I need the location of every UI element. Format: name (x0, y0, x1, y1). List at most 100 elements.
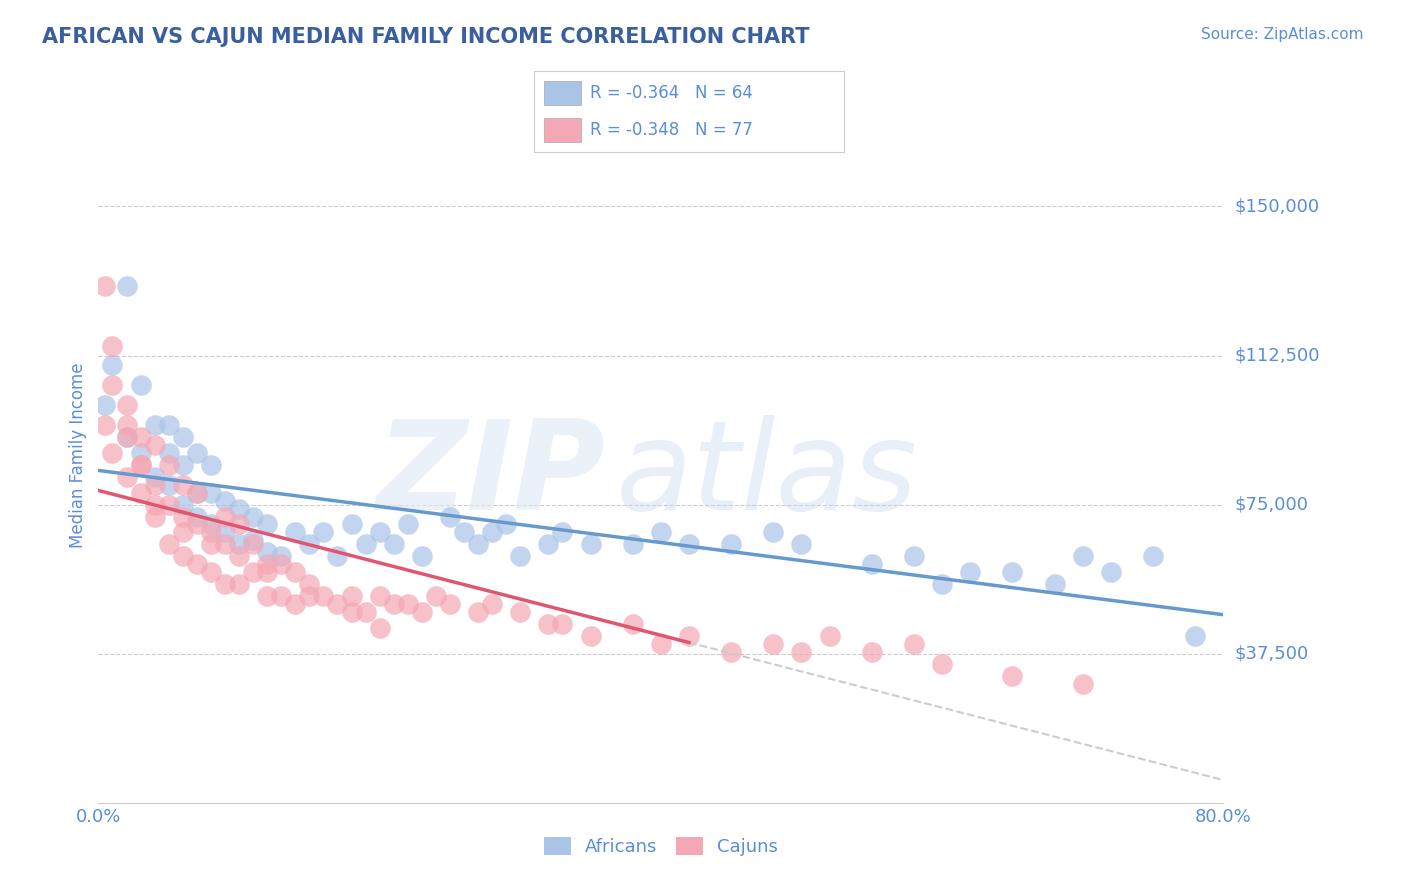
Text: Source: ZipAtlas.com: Source: ZipAtlas.com (1201, 27, 1364, 42)
Point (326, 549, 349, 564)
Point (228, 549, 250, 564)
Point (1001, 668, 1024, 682)
Point (143, 418, 166, 433)
Point (481, 525, 503, 540)
Legend: Africans, Cajuns: Africans, Cajuns (537, 830, 785, 863)
Point (579, 629, 602, 643)
Point (1071, 549, 1094, 564)
Point (650, 637, 672, 651)
Point (1099, 565, 1122, 579)
Point (256, 558, 278, 572)
Text: $37,500: $37,500 (1234, 645, 1309, 663)
Point (860, 645, 883, 659)
Point (453, 525, 475, 540)
Point (1043, 577, 1066, 591)
Point (129, 458, 152, 472)
Point (94, 418, 117, 433)
Text: R = -0.348   N = 77: R = -0.348 N = 77 (591, 121, 752, 139)
Point (200, 565, 222, 579)
Point (284, 565, 307, 579)
Point (1142, 549, 1164, 564)
Point (228, 501, 250, 516)
Point (396, 517, 419, 532)
Point (326, 597, 349, 611)
Point (129, 378, 152, 392)
Point (368, 525, 391, 540)
Point (143, 477, 166, 491)
Point (860, 558, 883, 572)
Point (157, 498, 180, 512)
Point (214, 525, 236, 540)
Point (495, 517, 517, 532)
Point (186, 517, 208, 532)
Point (298, 589, 321, 603)
Text: ZIP: ZIP (375, 416, 605, 536)
Point (537, 537, 560, 551)
Point (186, 485, 208, 500)
Point (157, 418, 180, 433)
Point (340, 589, 363, 603)
Point (1001, 565, 1024, 579)
Point (931, 657, 953, 671)
Bar (544, 118, 581, 142)
Y-axis label: Median Family Income: Median Family Income (69, 362, 87, 548)
Point (228, 517, 250, 532)
Point (720, 537, 742, 551)
Point (200, 525, 222, 540)
Point (368, 589, 391, 603)
Point (186, 509, 208, 524)
Text: $150,000: $150,000 (1234, 197, 1319, 216)
Point (396, 597, 419, 611)
Point (650, 525, 672, 540)
Point (354, 605, 377, 619)
Point (509, 549, 531, 564)
Point (270, 558, 292, 572)
Point (467, 605, 489, 619)
Point (284, 525, 307, 540)
Point (354, 537, 377, 551)
Point (931, 577, 953, 591)
Point (790, 645, 813, 659)
Point (537, 616, 560, 631)
Point (228, 537, 250, 551)
Point (818, 629, 841, 643)
Point (368, 621, 391, 635)
Point (256, 545, 278, 559)
Point (621, 537, 644, 551)
Point (312, 525, 335, 540)
Point (214, 577, 236, 591)
Point (242, 533, 264, 548)
Point (256, 565, 278, 579)
Point (143, 470, 166, 484)
Point (228, 577, 250, 591)
Point (678, 629, 700, 643)
Point (172, 525, 194, 540)
Point (143, 509, 166, 524)
Point (1071, 676, 1094, 690)
Text: $112,500: $112,500 (1234, 346, 1320, 365)
Point (720, 645, 742, 659)
Point (312, 589, 335, 603)
Point (551, 525, 574, 540)
Point (129, 446, 152, 460)
Point (200, 458, 222, 472)
Point (270, 589, 292, 603)
Point (298, 577, 321, 591)
Point (284, 597, 307, 611)
Point (186, 485, 208, 500)
Point (172, 430, 194, 444)
Text: R = -0.364   N = 64: R = -0.364 N = 64 (591, 84, 752, 102)
Point (256, 517, 278, 532)
Point (509, 605, 531, 619)
Point (115, 430, 138, 444)
Point (959, 565, 981, 579)
Point (270, 549, 292, 564)
Point (340, 605, 363, 619)
Text: AFRICAN VS CAJUN MEDIAN FAMILY INCOME CORRELATION CHART: AFRICAN VS CAJUN MEDIAN FAMILY INCOME CO… (42, 27, 810, 46)
Point (678, 537, 700, 551)
Point (143, 498, 166, 512)
Point (439, 509, 461, 524)
Point (115, 430, 138, 444)
Point (214, 509, 236, 524)
Point (298, 537, 321, 551)
